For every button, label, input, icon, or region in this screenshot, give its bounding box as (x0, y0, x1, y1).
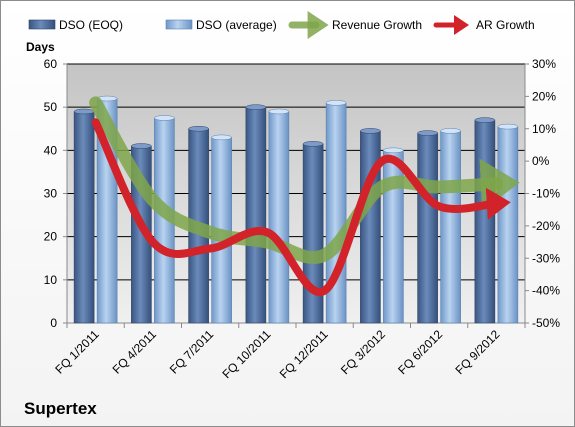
y2-tick-label: -50% (532, 316, 560, 330)
bar-cap (211, 134, 232, 141)
bar-dso-eoq (474, 119, 496, 324)
bar-dso-average (268, 111, 290, 324)
bar-dso-average (440, 130, 461, 324)
legend-swatch (28, 19, 56, 30)
x-tick-label: FQ 3/2012 (338, 327, 388, 377)
y2-tick-label: -30% (532, 251, 560, 265)
y-axis-title: Days (26, 40, 55, 54)
y2-tick-label: 0% (532, 154, 550, 168)
y-tick-label: 40 (44, 143, 58, 157)
legend-label: AR Growth (476, 18, 535, 32)
bar-dso-eoq (417, 132, 438, 324)
y-tick-label: 20 (44, 230, 58, 244)
bar-cap (302, 141, 324, 147)
bar-cap (383, 147, 404, 154)
bar-cap (497, 123, 519, 130)
bar-dso-eoq (302, 143, 324, 324)
y-tick-label: 50 (44, 100, 58, 114)
y-tick-label: 0 (50, 316, 57, 330)
bar-dso-eoq (73, 111, 95, 324)
bar-cap (131, 143, 152, 149)
y2-tick-label: 20% (532, 89, 556, 103)
line-ar-growth (91, 118, 511, 296)
bar-cap (154, 115, 175, 121)
legend-label: DSO (average) (196, 18, 277, 32)
bar-dso-eoq (360, 130, 381, 324)
y2-tick-label: -40% (532, 284, 560, 298)
y2-tick-label: -10% (532, 187, 560, 201)
bar-dso-average (497, 126, 519, 324)
y2-tick-label: -20% (532, 219, 560, 233)
bar-cap (417, 130, 438, 136)
x-tick-label: FQ 7/2011 (167, 327, 217, 377)
bar-cap (73, 108, 95, 115)
y2-tick-label: 30% (532, 57, 556, 71)
bar-cap (245, 104, 267, 110)
bar-dso-eoq (245, 106, 267, 324)
x-tick-label: FQ 10/2011 (219, 327, 273, 381)
legend-label: DSO (EOQ) (59, 18, 123, 32)
x-tick-label: FQ 9/2012 (453, 327, 503, 377)
bar-cap (360, 128, 381, 134)
y-tick-label: 60 (44, 57, 58, 71)
legend-swatch (165, 19, 193, 30)
company-name: Supertex (24, 399, 97, 418)
bar-cap (474, 117, 496, 123)
y-tick-label: 10 (44, 273, 58, 287)
bar-cap (440, 128, 461, 134)
bar-cap (268, 108, 290, 115)
x-tick-label: FQ 12/2011 (277, 327, 331, 381)
bar-cap (325, 100, 347, 106)
y-tick-label: 30 (44, 187, 58, 201)
line-revenue-growth (89, 96, 520, 264)
bar-cap (188, 126, 209, 132)
y2-tick-label: 10% (532, 122, 556, 136)
legend-label: Revenue Growth (332, 18, 422, 32)
x-tick-label: FQ 1/2011 (52, 327, 102, 377)
x-tick-label: FQ 4/2011 (110, 327, 160, 377)
x-tick-label: FQ 6/2012 (395, 327, 445, 377)
